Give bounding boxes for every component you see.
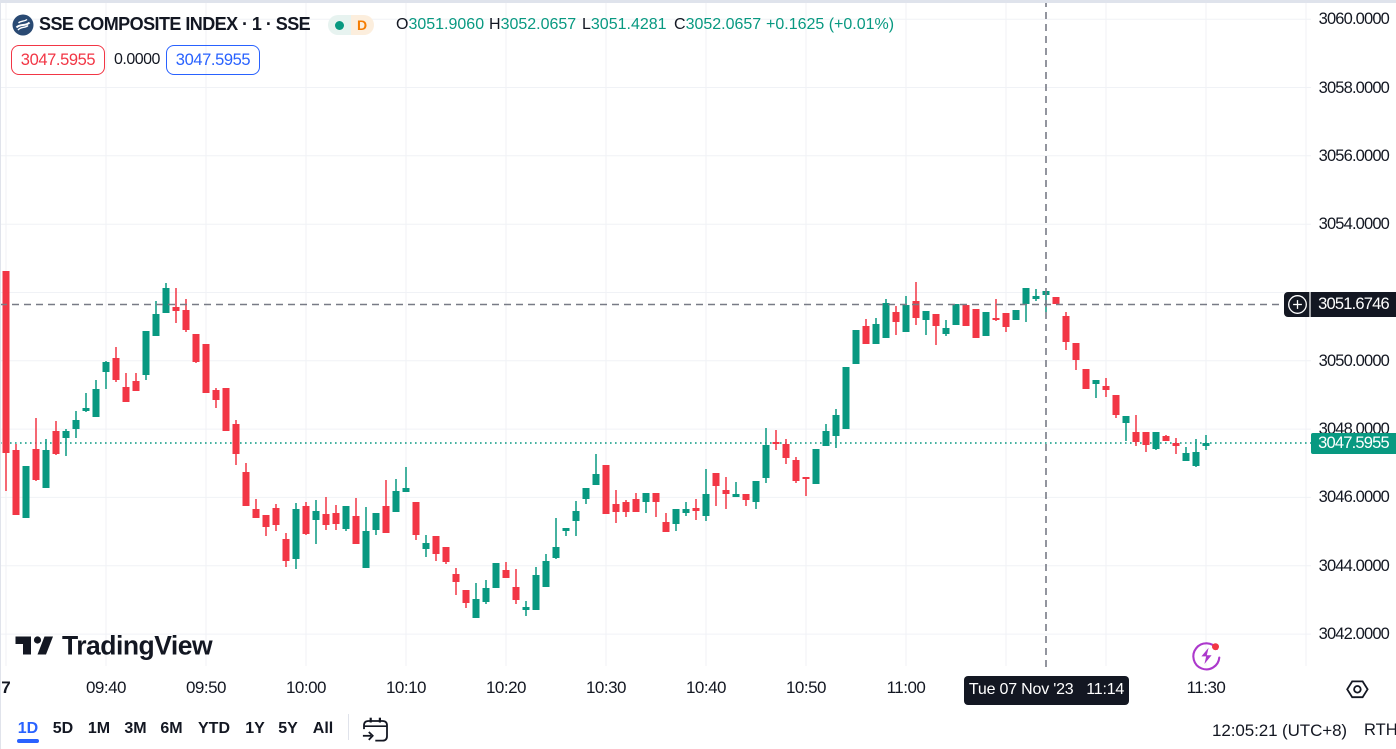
svg-text:TradingView: TradingView <box>62 633 213 661</box>
